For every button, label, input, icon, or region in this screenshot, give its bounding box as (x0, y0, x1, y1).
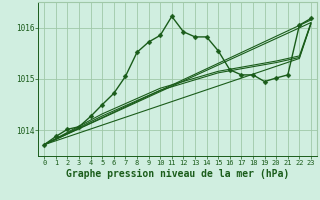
X-axis label: Graphe pression niveau de la mer (hPa): Graphe pression niveau de la mer (hPa) (66, 169, 289, 179)
